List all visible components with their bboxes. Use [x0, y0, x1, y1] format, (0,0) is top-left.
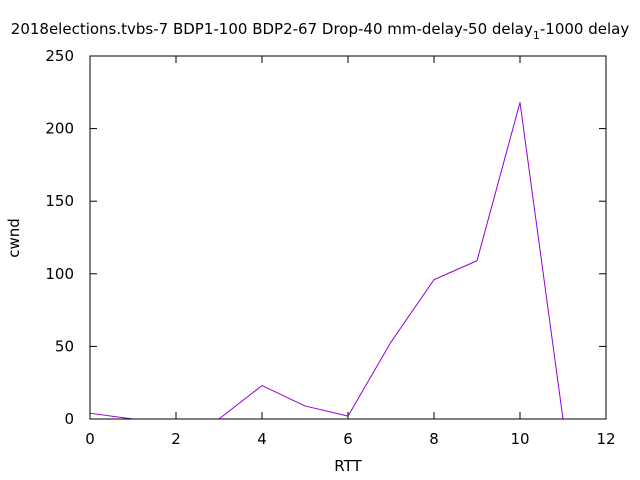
plot-frame: [89, 55, 607, 420]
x-tick-label: 2: [171, 430, 181, 448]
y-axis-label: cwnd: [5, 218, 23, 258]
y-tick-label: 100: [45, 265, 74, 283]
tick-layer: 0 2 4 6 8 10 12 0 50 100 150 200 250: [45, 47, 615, 448]
y-tick-label: 50: [55, 337, 74, 355]
chart-title-subscript: 1: [533, 29, 540, 42]
x-tick-label: 4: [257, 430, 267, 448]
series-line: [89, 101, 564, 420]
y-tick-label: 150: [45, 192, 74, 210]
x-tick-label: 6: [343, 430, 353, 448]
x-tick-label: 12: [596, 430, 615, 448]
chart-title-main: 2018elections.tvbs-7 BDP1-100 BDP2-67 Dr…: [11, 20, 533, 38]
x-axis-label: RTT: [334, 457, 362, 475]
y-tick-label: 250: [45, 47, 74, 65]
x-tick-label: 0: [85, 430, 95, 448]
chart-title-suffix: -1000 delay: [540, 20, 629, 38]
x-tick-label: 10: [510, 430, 529, 448]
y-tick-label: 200: [45, 120, 74, 138]
x-tick-label: 8: [429, 430, 439, 448]
chart-title: 2018elections.tvbs-7 BDP1-100 BDP2-67 Dr…: [11, 20, 630, 42]
y-tick-label: 0: [64, 410, 74, 428]
series-layer: [89, 101, 564, 420]
